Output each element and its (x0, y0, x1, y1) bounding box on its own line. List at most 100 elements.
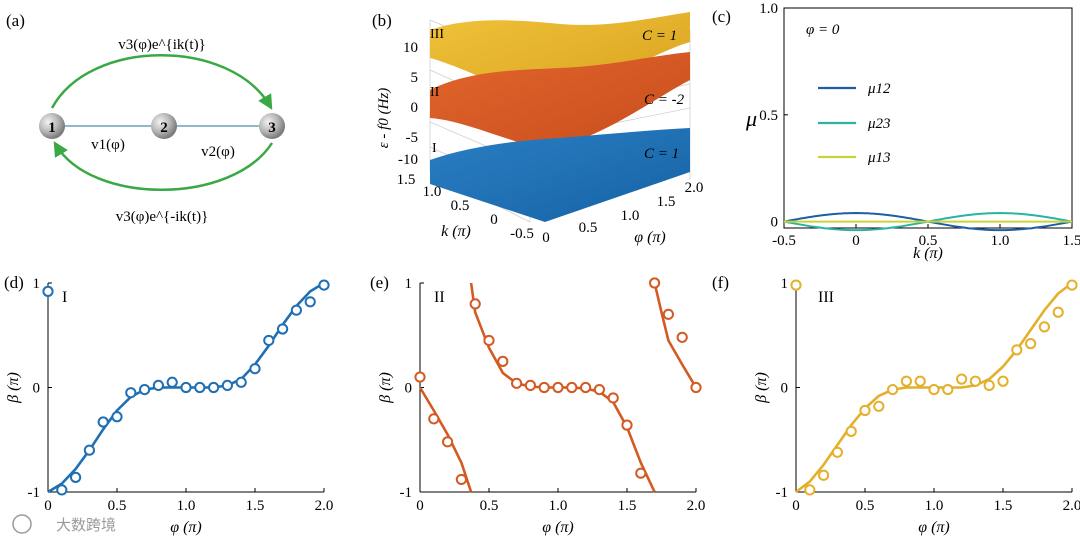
node-3-label: 3 (268, 120, 276, 136)
x-tick-label: 0.5 (480, 498, 499, 514)
panel-b-label: (b) (372, 11, 392, 30)
data-point (607, 392, 619, 404)
panel-a-label: (a) (6, 11, 25, 30)
data-point (194, 381, 206, 394)
x-tick-label: 0 (44, 498, 52, 514)
panel-c-plot: -0.5 0 0.5 1.0 1.5 0 0.5 1.0 (759, 1, 1080, 249)
x-tick-label: -0.5 (772, 233, 796, 249)
band-II-label: II (430, 85, 440, 100)
data-point (1011, 344, 1023, 356)
panel-d-label: (d) (4, 273, 24, 292)
x-tick-label: 0 (416, 498, 424, 514)
data-point (83, 444, 96, 456)
data-point (804, 484, 816, 496)
y-tick-label: 0 (33, 381, 41, 397)
x-tick-label: 1.5 (994, 498, 1013, 514)
data-point (818, 469, 830, 481)
watermark: 大数跨境 (12, 514, 116, 534)
x-tick-label: 1.5 (246, 498, 265, 514)
data-point (42, 285, 54, 297)
node-3 (259, 113, 285, 139)
x-axis-label: φ (π) (918, 519, 950, 536)
y-tick-label: 1 (405, 276, 413, 292)
data-point (414, 371, 426, 383)
panel-c-xlabel: k (π) (913, 245, 943, 262)
data-point (914, 375, 926, 387)
phi-ticks: 0 0.5 1.0 1.5 2.0 (542, 180, 703, 246)
y-tick-label: 1 (781, 276, 789, 292)
data-point (139, 383, 151, 396)
data-point (649, 277, 661, 289)
data-point (469, 298, 481, 310)
x-tick-label: 1.0 (925, 498, 944, 514)
data-point (859, 404, 871, 417)
panel-e-band: II (434, 289, 445, 306)
x-tick-label: 0.5 (919, 233, 938, 249)
panel-a: (a) 1 2 3 v3(φ)e^{ik(t)} v3(φ)e^{-ik(t)}… (6, 11, 285, 225)
legend-label-mu13: μ13 (867, 150, 891, 166)
edge-23-label: v2(φ) (201, 144, 235, 160)
watermark-icon (12, 514, 32, 534)
node-1 (39, 113, 65, 139)
y-tick-label: 1 (33, 276, 41, 292)
y-tick-label: -1 (776, 485, 789, 501)
phi-tick: 2.0 (685, 180, 704, 196)
data-point (263, 334, 275, 347)
x-tick-label: 0 (852, 233, 860, 249)
data-point (166, 376, 178, 388)
data-point (566, 381, 578, 394)
data-point (483, 334, 495, 347)
band-III-label: III (430, 27, 444, 42)
data-point (70, 471, 82, 483)
k-tick: 1.0 (423, 184, 442, 200)
x-axis-label: φ (π) (170, 519, 202, 536)
y-tick-label: -1 (28, 485, 41, 501)
y-tick-label: 1.0 (759, 1, 778, 17)
edge-12-label: v1(φ) (91, 137, 125, 153)
z-tick: 10 (403, 40, 418, 56)
z-ticks: 10 5 0 -5 -10 (398, 40, 418, 168)
data-point (942, 383, 954, 396)
data-point (524, 379, 537, 392)
z-tick: -10 (398, 152, 418, 168)
panel-b: (b) 10 5 0 -5 (372, 11, 703, 246)
k-tick: -0.5 (510, 226, 534, 242)
data-point (455, 473, 467, 486)
z-tick: 5 (411, 70, 419, 86)
panel-f-label: (f) (712, 273, 729, 292)
top-coupling-label: v3(φ)e^{ik(t)} (118, 37, 206, 53)
data-point (221, 379, 233, 392)
data-point (831, 446, 844, 458)
node-1-label: 1 (48, 120, 56, 136)
band-II-surface (430, 52, 690, 150)
data-point (593, 383, 606, 396)
data-point (235, 376, 247, 388)
z-tick: 0 (411, 100, 419, 116)
x-tick-label: 0.5 (856, 498, 875, 514)
data-point (277, 323, 289, 335)
k-tick: 0.5 (451, 198, 470, 214)
x-tick-label: 1.5 (1063, 233, 1080, 249)
band-III-chern: C = 1 (642, 28, 677, 44)
k-axis-label: k (π) (441, 223, 471, 240)
data-point (125, 387, 137, 399)
data-point (790, 279, 802, 291)
data-point (969, 375, 982, 387)
data-point (180, 381, 192, 394)
data-point (538, 381, 550, 394)
data-point (1066, 279, 1078, 291)
data-point (442, 436, 454, 448)
y-axis-label: β (π) (5, 372, 22, 404)
y-tick-label: -1 (400, 485, 413, 501)
y-tick-label: 0.5 (759, 108, 778, 124)
data-point (845, 425, 857, 437)
x-tick-label: 2.0 (315, 498, 334, 514)
top-arrow (50, 54, 273, 110)
panel-c-label: (c) (712, 7, 731, 26)
